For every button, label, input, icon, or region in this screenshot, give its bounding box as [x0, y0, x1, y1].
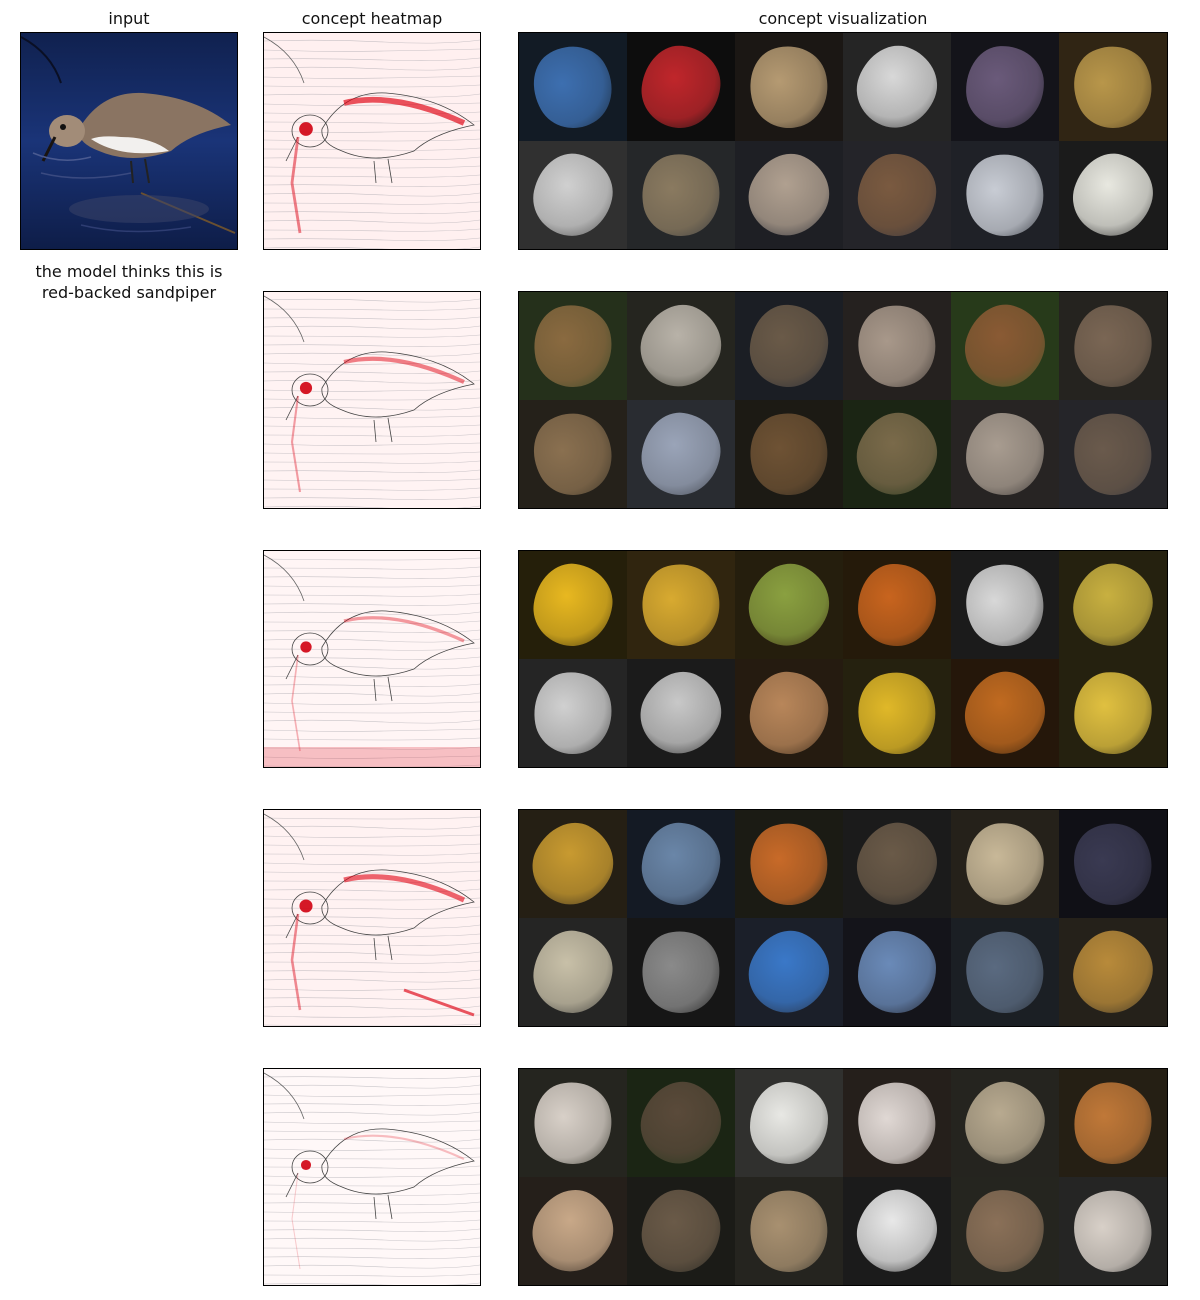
visualization-patch — [519, 918, 627, 1026]
visualization-patch — [951, 810, 1059, 918]
prediction-prefix: the model thinks this is — [35, 262, 223, 281]
visualization-patch — [843, 33, 951, 141]
visualization-patch — [627, 1069, 735, 1177]
visualization-patch — [1059, 1177, 1167, 1285]
visualization-patch — [951, 1069, 1059, 1177]
heatmap-column-title: concept heatmap — [301, 9, 443, 28]
visualization-grid — [519, 1069, 1167, 1285]
visualization-patch — [735, 33, 843, 141]
visualization-patch — [519, 400, 627, 508]
visualization-patch — [627, 659, 735, 767]
visualization-patch — [951, 141, 1059, 249]
concept-heatmap-3 — [263, 550, 481, 768]
visualization-patch — [1059, 918, 1167, 1026]
heatmap-image — [264, 33, 480, 249]
heatmap-image — [264, 551, 480, 767]
visualization-patch — [1059, 292, 1167, 400]
visualization-patch — [735, 918, 843, 1026]
visualization-patch — [951, 1177, 1059, 1285]
heatmap-image — [264, 1069, 480, 1285]
visualization-patch — [951, 33, 1059, 141]
prediction-caption: the model thinks this is red-backed sand… — [10, 261, 248, 303]
visualization-patch — [1059, 400, 1167, 508]
concept-heatmap-1 — [263, 32, 481, 250]
heatmap-image — [264, 810, 480, 1026]
visualization-patch — [519, 1069, 627, 1177]
sandpiper-photo — [21, 33, 237, 249]
visualization-patch — [843, 1177, 951, 1285]
visualization-patch — [951, 918, 1059, 1026]
visualization-patch — [843, 810, 951, 918]
visualization-patch — [843, 1069, 951, 1177]
visualization-patch — [843, 400, 951, 508]
visualization-patch — [735, 810, 843, 918]
visualization-patch — [951, 551, 1059, 659]
visualization-patch — [1059, 141, 1167, 249]
visualization-patch — [1059, 1069, 1167, 1177]
visualization-patch — [843, 918, 951, 1026]
highlighted-region — [750, 1081, 828, 1165]
visualization-patch — [519, 659, 627, 767]
predicted-class: red-backed sandpiper — [41, 283, 217, 302]
visualization-patch — [627, 1177, 735, 1285]
visualization-patch — [1059, 810, 1167, 918]
visualization-patch — [735, 1069, 843, 1177]
visualization-patch — [627, 292, 735, 400]
highlighted-region — [858, 930, 936, 1014]
visualization-patch — [843, 659, 951, 767]
visualization-patch — [735, 292, 843, 400]
visualization-patch — [1059, 551, 1167, 659]
visualization-patch — [519, 33, 627, 141]
visualization-grid — [519, 292, 1167, 508]
concept-heatmap-5 — [263, 1068, 481, 1286]
heatmap-image — [264, 292, 480, 508]
visualization-patch — [627, 810, 735, 918]
visualization-patch — [735, 551, 843, 659]
visualization-patch — [951, 400, 1059, 508]
concept-heatmap-4 — [263, 809, 481, 1027]
visualization-patch — [627, 918, 735, 1026]
visualization-patch — [843, 141, 951, 249]
visualization-patch — [627, 33, 735, 141]
input-image — [20, 32, 238, 250]
visualization-patch — [627, 141, 735, 249]
visualization-grid — [519, 810, 1167, 1026]
visualization-patch — [627, 400, 735, 508]
visualization-patch — [951, 292, 1059, 400]
concept-visualization-3 — [518, 550, 1168, 768]
concept-visualization-1 — [518, 32, 1168, 250]
visualization-grid — [519, 33, 1167, 249]
visualization-patch — [519, 141, 627, 249]
visualization-patch — [627, 551, 735, 659]
visualization-patch — [735, 659, 843, 767]
visualization-grid — [519, 551, 1167, 767]
visualization-patch — [519, 551, 627, 659]
visualization-patch — [735, 1177, 843, 1285]
visualization-patch — [519, 292, 627, 400]
visualization-patch — [519, 1177, 627, 1285]
visualization-patch — [951, 659, 1059, 767]
visualization-patch — [735, 141, 843, 249]
concept-visualization-4 — [518, 809, 1168, 1027]
visualization-column-title: concept visualization — [758, 9, 928, 28]
visualization-patch — [843, 292, 951, 400]
concept-visualization-2 — [518, 291, 1168, 509]
concept-visualization-5 — [518, 1068, 1168, 1286]
visualization-patch — [735, 400, 843, 508]
input-column-title: input — [108, 9, 150, 28]
visualization-patch — [843, 551, 951, 659]
visualization-patch — [1059, 659, 1167, 767]
visualization-patch — [1059, 33, 1167, 141]
visualization-patch — [519, 810, 627, 918]
concept-heatmap-2 — [263, 291, 481, 509]
